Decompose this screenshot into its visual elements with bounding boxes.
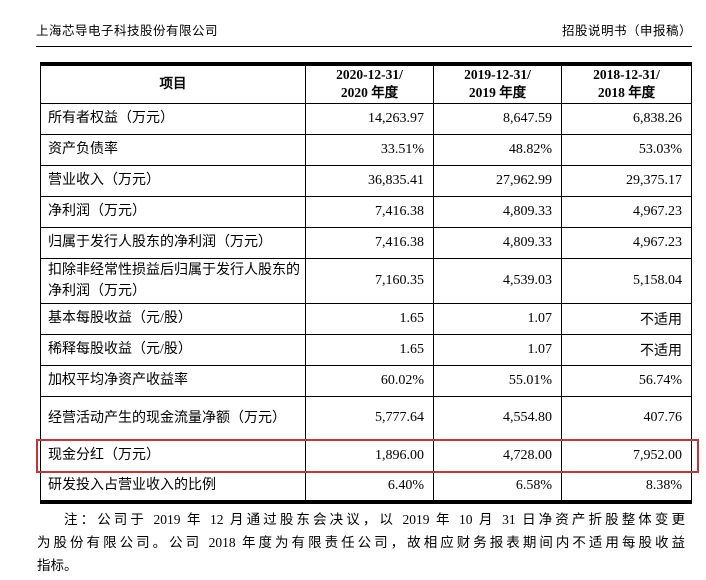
table-row: 研发投入占营业收入的比例 6.40% 6.58% 8.38% — [40, 470, 692, 503]
row-value-cell: 8.38% — [561, 470, 692, 503]
row-value-cell: 4,967.23 — [561, 195, 692, 228]
row-value-cell: 1.65 — [305, 302, 434, 335]
period-date: 2018-12-31/ — [593, 67, 660, 83]
column-header-item: 项目 — [40, 63, 306, 104]
row-value-cell: 4,967.23 — [561, 226, 692, 259]
row-value-cell: 1.07 — [433, 302, 562, 335]
table-row: 稀释每股收益（元/股） 1.65 1.07 不适用 — [40, 333, 692, 366]
row-value-cell: 1.07 — [433, 333, 562, 366]
row-label-cell: 归属于发行人股东的净利润（万元） — [40, 226, 306, 259]
row-value-cell: 8,647.59 — [433, 102, 562, 135]
table-row: 经营活动产生的现金流量净额（万元） 5,777.64 4,554.80 407.76 — [40, 395, 692, 441]
period-year: 2018 年度 — [597, 85, 656, 101]
period-date: 2019-12-31/ — [464, 67, 531, 83]
doc-type-label: 招股说明书（申报稿） — [561, 24, 692, 38]
row-label-cell: 现金分红（万元） — [40, 439, 306, 472]
row-value-cell: 1,896.00 — [305, 439, 434, 472]
row-label-cell: 稀释每股收益（元/股） — [40, 333, 306, 366]
row-value-cell: 7,952.00 — [561, 439, 692, 472]
table-row: 加权平均净资产收益率 60.02% 55.01% 56.74% — [40, 364, 692, 397]
row-value-cell: 33.51% — [305, 133, 434, 166]
row-value-cell: 7,160.35 — [305, 257, 434, 304]
row-label-cell: 资产负债率 — [40, 133, 306, 166]
row-value-cell: 29,375.17 — [561, 164, 692, 197]
row-value-cell: 4,728.00 — [433, 439, 562, 472]
footnote-line: 为股份有限公司。公司 2018 年度为有限责任公司，故相应财务报表期间内不适用每… — [37, 535, 685, 550]
row-value-cell: 4,809.33 — [433, 226, 562, 259]
row-value-cell: 5,158.04 — [561, 257, 692, 304]
table-row: 资产负债率 33.51% 48.82% 53.03% — [40, 133, 692, 166]
financial-summary-table: 项目 2020-12-31/ 2020 年度 2019-12-31/ 2019 … — [40, 62, 692, 504]
row-value-cell: 7,416.38 — [305, 195, 434, 228]
table-row: 基本每股收益（元/股） 1.65 1.07 不适用 — [40, 302, 692, 335]
table-row: 净利润（万元） 7,416.38 4,809.33 4,967.23 — [40, 195, 692, 228]
row-label-cell: 营业收入（万元） — [40, 164, 306, 197]
row-value-cell: 5,777.64 — [305, 395, 434, 441]
row-value-cell: 60.02% — [305, 364, 434, 397]
row-value-cell: 不适用 — [561, 302, 692, 335]
period-date: 2020-12-31/ — [336, 67, 403, 83]
row-label-cell: 所有者权益（万元） — [40, 102, 306, 135]
row-value-cell: 14,263.97 — [305, 102, 434, 135]
row-value-cell: 7,416.38 — [305, 226, 434, 259]
company-name: 上海芯导电子科技股份有限公司 — [36, 24, 219, 38]
row-value-cell: 6,838.26 — [561, 102, 692, 135]
row-label-cell: 研发投入占营业收入的比例 — [40, 470, 306, 503]
period-year: 2019 年度 — [468, 85, 527, 101]
table-row: 营业收入（万元） 36,835.41 27,962.99 29,375.17 — [40, 164, 692, 197]
row-value-cell: 6.40% — [305, 470, 434, 503]
row-value-cell: 6.58% — [433, 470, 562, 503]
column-header-period-2020: 2020-12-31/ 2020 年度 — [305, 63, 434, 104]
row-value-cell: 27,962.99 — [433, 164, 562, 197]
row-value-cell: 48.82% — [433, 133, 562, 166]
row-label-cell: 基本每股收益（元/股） — [40, 302, 306, 335]
footnote-line: 指标。 — [37, 558, 78, 573]
row-label-cell: 净利润（万元） — [40, 195, 306, 228]
period-year: 2020 年度 — [340, 85, 399, 101]
table-row: 归属于发行人股东的净利润（万元） 7,416.38 4,809.33 4,967.23 — [40, 226, 692, 259]
column-header-period-2019: 2019-12-31/ 2019 年度 — [433, 63, 562, 104]
row-value-cell: 53.03% — [561, 133, 692, 166]
row-value-cell: 不适用 — [561, 333, 692, 366]
row-label-cell: 扣除非经常性损益后归属于发行人股东的净利润（万元） — [40, 257, 306, 304]
table-row: 所有者权益（万元） 14,263.97 8,647.59 6,838.26 — [40, 102, 692, 135]
document-header: 上海芯导电子科技股份有限公司 招股说明书（申报稿） — [36, 20, 692, 47]
table-header-row: 项目 2020-12-31/ 2020 年度 2019-12-31/ 2019 … — [40, 63, 692, 104]
row-label-cell: 加权平均净资产收益率 — [40, 364, 306, 397]
table-row-highlighted: 现金分红（万元） 1,896.00 4,728.00 7,952.00 — [40, 439, 692, 472]
row-value-cell: 407.76 — [561, 395, 692, 441]
row-value-cell: 4,809.33 — [433, 195, 562, 228]
row-value-cell: 55.01% — [433, 364, 562, 397]
row-value-cell: 4,554.80 — [433, 395, 562, 441]
row-value-cell: 56.74% — [561, 364, 692, 397]
row-value-cell: 36,835.41 — [305, 164, 434, 197]
column-header-period-2018: 2018-12-31/ 2018 年度 — [561, 63, 692, 104]
row-value-cell: 4,539.03 — [433, 257, 562, 304]
row-label-cell: 经营活动产生的现金流量净额（万元） — [40, 395, 306, 441]
footnote-line: 注：公司于 2019 年 12 月通过股东会决议，以 2019 年 10 月 3… — [64, 512, 685, 527]
table-row: 扣除非经常性损益后归属于发行人股东的净利润（万元） 7,160.35 4,539.0… — [40, 257, 692, 304]
row-value-cell: 1.65 — [305, 333, 434, 366]
footnote: 注：公司于 2019 年 12 月通过股东会决议，以 2019 年 10 月 3… — [37, 508, 685, 577]
